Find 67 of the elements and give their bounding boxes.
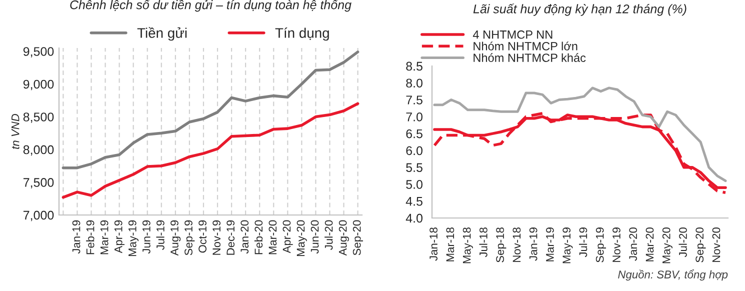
x-tick-label: Mar-19 [546, 228, 554, 262]
x-tick-label: Sep-20 [696, 227, 706, 262]
y-tick-label: 8.0 [406, 78, 422, 88]
y-tick-label: 5.5 [406, 163, 422, 172]
y-tick-label: 8,500 [23, 112, 54, 123]
x-tick-label: Nov-19 [212, 220, 220, 255]
legend-label: Nhóm NHTMCP khác [474, 53, 586, 62]
x-tick-label: May-19 [562, 228, 573, 264]
x-tick-label: Aug-20 [338, 220, 349, 256]
chart-title: Chênh lệch số dư tiền gửi – tín dụng toàn hệ thống [70, 0, 352, 12]
x-tick-label: May-20 [296, 220, 307, 256]
y-tick-label: 4.5 [406, 197, 422, 206]
x-tick-label: Jan-20 [629, 227, 638, 261]
y-tick-label: 6.0 [406, 146, 422, 156]
x-tick-label: Mar-20 [646, 227, 654, 262]
y-tick-label: 6.5 [406, 129, 422, 138]
x-tick-label: Sep-19 [184, 220, 195, 256]
x-tick-label: May-19 [128, 220, 139, 256]
x-tick-label: May-18 [462, 228, 473, 264]
x-tick-label: Feb-19 [86, 220, 94, 254]
x-tick-label: Sep-19 [596, 228, 606, 262]
x-tick-label: Jul-18 [479, 228, 488, 258]
text: Nguồn: SBV, tổng hợp [618, 269, 728, 281]
chart-title: Lãi suất huy động kỳ hạn 12 tháng (%) [473, 4, 686, 16]
x-tick-label: Jun-19 [142, 220, 150, 254]
x-tick-label: Dec-19 [226, 220, 235, 255]
x-tick-label: Sep-20 [352, 220, 363, 256]
x-tick-label: Jan-18 [430, 228, 438, 261]
x-tick-label: Jun-20 [310, 220, 319, 254]
legend-label: 4 NHTMCP NN [472, 30, 552, 39]
x-tick-label: Jan-19 [72, 220, 80, 254]
legend-label: Nhóm NHTMCP lớn [474, 42, 578, 50]
y-tick-label: 7.0 [406, 112, 422, 122]
x-tick-label: Apr-20 [282, 220, 293, 254]
y-tick-label: 9,500 [23, 47, 54, 58]
x-tick-label: Jul-20 [324, 220, 333, 250]
x-tick-label: Mar-20 [268, 220, 277, 254]
y-tick-label: 5.0 [406, 180, 422, 189]
x-tick-label: Nov-18 [512, 228, 521, 262]
x-tick-label: Jan-19 [529, 228, 538, 261]
x-tick-label: Sep-18 [496, 228, 506, 262]
y-tick-label: 4.0 [406, 214, 422, 223]
x-tick-label: Feb-20 [254, 220, 263, 254]
x-tick-label: Jan-20 [240, 220, 249, 254]
y-tick-label: 7,500 [24, 178, 54, 188]
y-tick-label: 7.5 [406, 96, 422, 104]
x-tick-label: Jul-20 [678, 227, 687, 258]
x-tick-label: Jul-19 [578, 228, 588, 258]
x-tick-label: May-20 [662, 227, 672, 264]
y-tick-label: 7,000 [24, 210, 54, 222]
x-tick-label: Nov-19 [612, 228, 620, 262]
line-series [62, 102, 360, 199]
legend-label: Tín dụng [275, 28, 329, 41]
line-series [433, 86, 727, 182]
x-tick-label: Aug-19 [170, 220, 181, 256]
line-series [62, 50, 360, 170]
x-tick-label: Apr-19 [114, 220, 124, 254]
x-tick-label: Mar-18 [446, 228, 454, 262]
y-axis-title: tn VND [12, 114, 20, 149]
x-tick-label: Mar-19 [100, 220, 108, 254]
y-tick-label: 9,000 [23, 80, 54, 90]
x-tick-label: Jul-19 [156, 220, 164, 250]
y-tick-label: 8.5 [406, 62, 422, 71]
legend-label: Tiền gửi [137, 27, 187, 41]
x-tick-label: Oct-19 [198, 220, 206, 253]
y-tick-label: 8,000 [23, 145, 54, 156]
x-tick-label: Nov-20 [712, 227, 720, 262]
